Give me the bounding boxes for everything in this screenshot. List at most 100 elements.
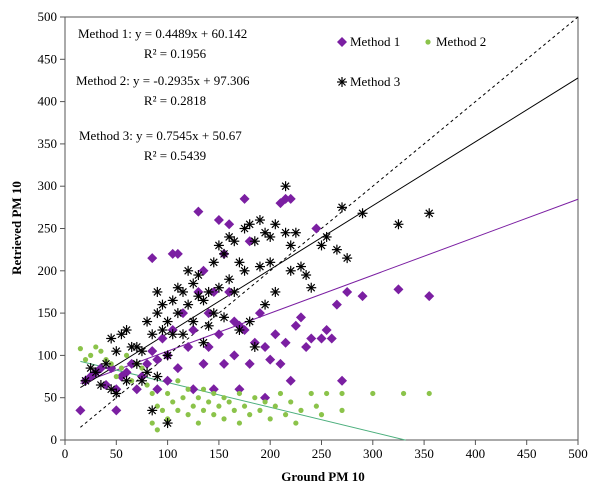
data-point xyxy=(188,384,199,395)
data-point xyxy=(193,291,204,302)
data-point xyxy=(152,286,163,297)
data-point xyxy=(131,384,142,395)
data-point xyxy=(183,299,194,310)
data-point xyxy=(154,427,160,433)
data-point xyxy=(198,295,209,306)
data-point xyxy=(106,384,117,395)
equation-m2-r2: R² = 0.2818 xyxy=(144,93,206,108)
data-point xyxy=(239,265,250,276)
x-tick-label: 150 xyxy=(209,446,229,461)
data-point xyxy=(159,407,166,413)
data-point xyxy=(95,363,106,374)
data-point xyxy=(234,384,245,395)
data-point xyxy=(270,286,281,297)
data-point xyxy=(254,215,265,226)
data-point xyxy=(272,403,278,409)
equation-m1-eq: Method 1: y = 0.4489x + 60.142 xyxy=(78,26,247,41)
data-point xyxy=(139,365,145,371)
data-point xyxy=(193,270,204,281)
trendline-method-2 xyxy=(80,360,406,441)
data-point xyxy=(149,390,155,397)
data-point xyxy=(162,316,173,327)
y-tick-label: 300 xyxy=(38,178,58,193)
data-point xyxy=(198,265,209,276)
legend: Method 1 Method 2 Method 3 xyxy=(337,34,486,89)
data-point xyxy=(301,270,312,281)
y-tick-label: 250 xyxy=(38,221,58,236)
data-point xyxy=(111,346,122,357)
legend-label-2: Method 2 xyxy=(436,34,486,49)
data-point xyxy=(172,308,183,319)
data-point xyxy=(247,412,253,418)
data-point xyxy=(311,223,322,234)
data-point xyxy=(180,395,186,401)
data-point xyxy=(234,257,245,268)
data-point xyxy=(260,341,271,352)
x-tick-label: 350 xyxy=(414,446,434,461)
x-tick-label: 0 xyxy=(62,446,69,461)
data-point xyxy=(260,299,271,310)
data-point xyxy=(195,395,201,401)
data-point xyxy=(152,308,163,319)
data-point xyxy=(216,403,222,409)
data-point xyxy=(177,329,188,340)
data-point xyxy=(213,282,224,293)
data-point xyxy=(77,346,83,352)
data-point xyxy=(177,286,188,297)
data-point xyxy=(316,333,327,344)
data-point xyxy=(321,231,332,242)
data-point xyxy=(357,208,368,219)
data-point xyxy=(203,341,214,352)
data-point xyxy=(426,390,432,397)
data-point xyxy=(188,325,199,336)
data-point xyxy=(265,257,276,268)
data-point xyxy=(295,312,306,323)
data-point xyxy=(260,392,271,403)
data-point xyxy=(224,231,235,242)
data-point xyxy=(280,181,291,192)
data-point xyxy=(121,325,132,336)
data-point xyxy=(188,278,199,289)
data-point xyxy=(342,253,353,264)
y-tick-label: 100 xyxy=(38,347,58,362)
data-point xyxy=(172,248,183,259)
legend-marker-2 xyxy=(425,39,431,45)
data-point xyxy=(93,344,99,350)
data-point xyxy=(188,316,199,327)
data-point xyxy=(236,420,243,426)
data-point xyxy=(167,248,178,259)
data-point xyxy=(116,329,127,340)
data-point xyxy=(142,316,153,327)
data-point xyxy=(288,399,294,405)
data-point xyxy=(270,329,281,340)
data-point xyxy=(293,420,299,426)
data-point xyxy=(208,257,219,268)
data-point xyxy=(241,403,248,409)
data-point xyxy=(280,337,291,348)
data-point xyxy=(306,282,317,293)
data-point xyxy=(249,236,260,247)
data-point xyxy=(267,416,273,422)
data-point xyxy=(172,282,183,293)
data-point xyxy=(123,352,130,358)
data-point xyxy=(221,395,227,401)
data-point xyxy=(221,416,227,422)
data-point xyxy=(424,208,435,219)
axis-ticks: 0 50 100 150 200 250 300 350 400 450 500 0 50 100 150 2… xyxy=(38,9,588,461)
equation-m3-r2: R² = 0.5439 xyxy=(144,148,206,163)
data-point xyxy=(213,329,224,340)
data-point xyxy=(342,286,353,297)
equation-annotations: Method 1: y = 0.4489x + 60.142 R² = 0.195… xyxy=(76,26,250,163)
data-point xyxy=(219,312,230,323)
y-axis-title: Retrieved PM 10 xyxy=(9,181,24,275)
data-point xyxy=(95,380,106,391)
data-point xyxy=(226,399,232,405)
data-point xyxy=(144,382,150,388)
data-point xyxy=(121,375,132,386)
data-point xyxy=(167,329,178,340)
data-point xyxy=(208,308,219,319)
data-point xyxy=(129,378,135,384)
x-tick-label: 100 xyxy=(158,446,178,461)
data-point xyxy=(285,375,296,386)
